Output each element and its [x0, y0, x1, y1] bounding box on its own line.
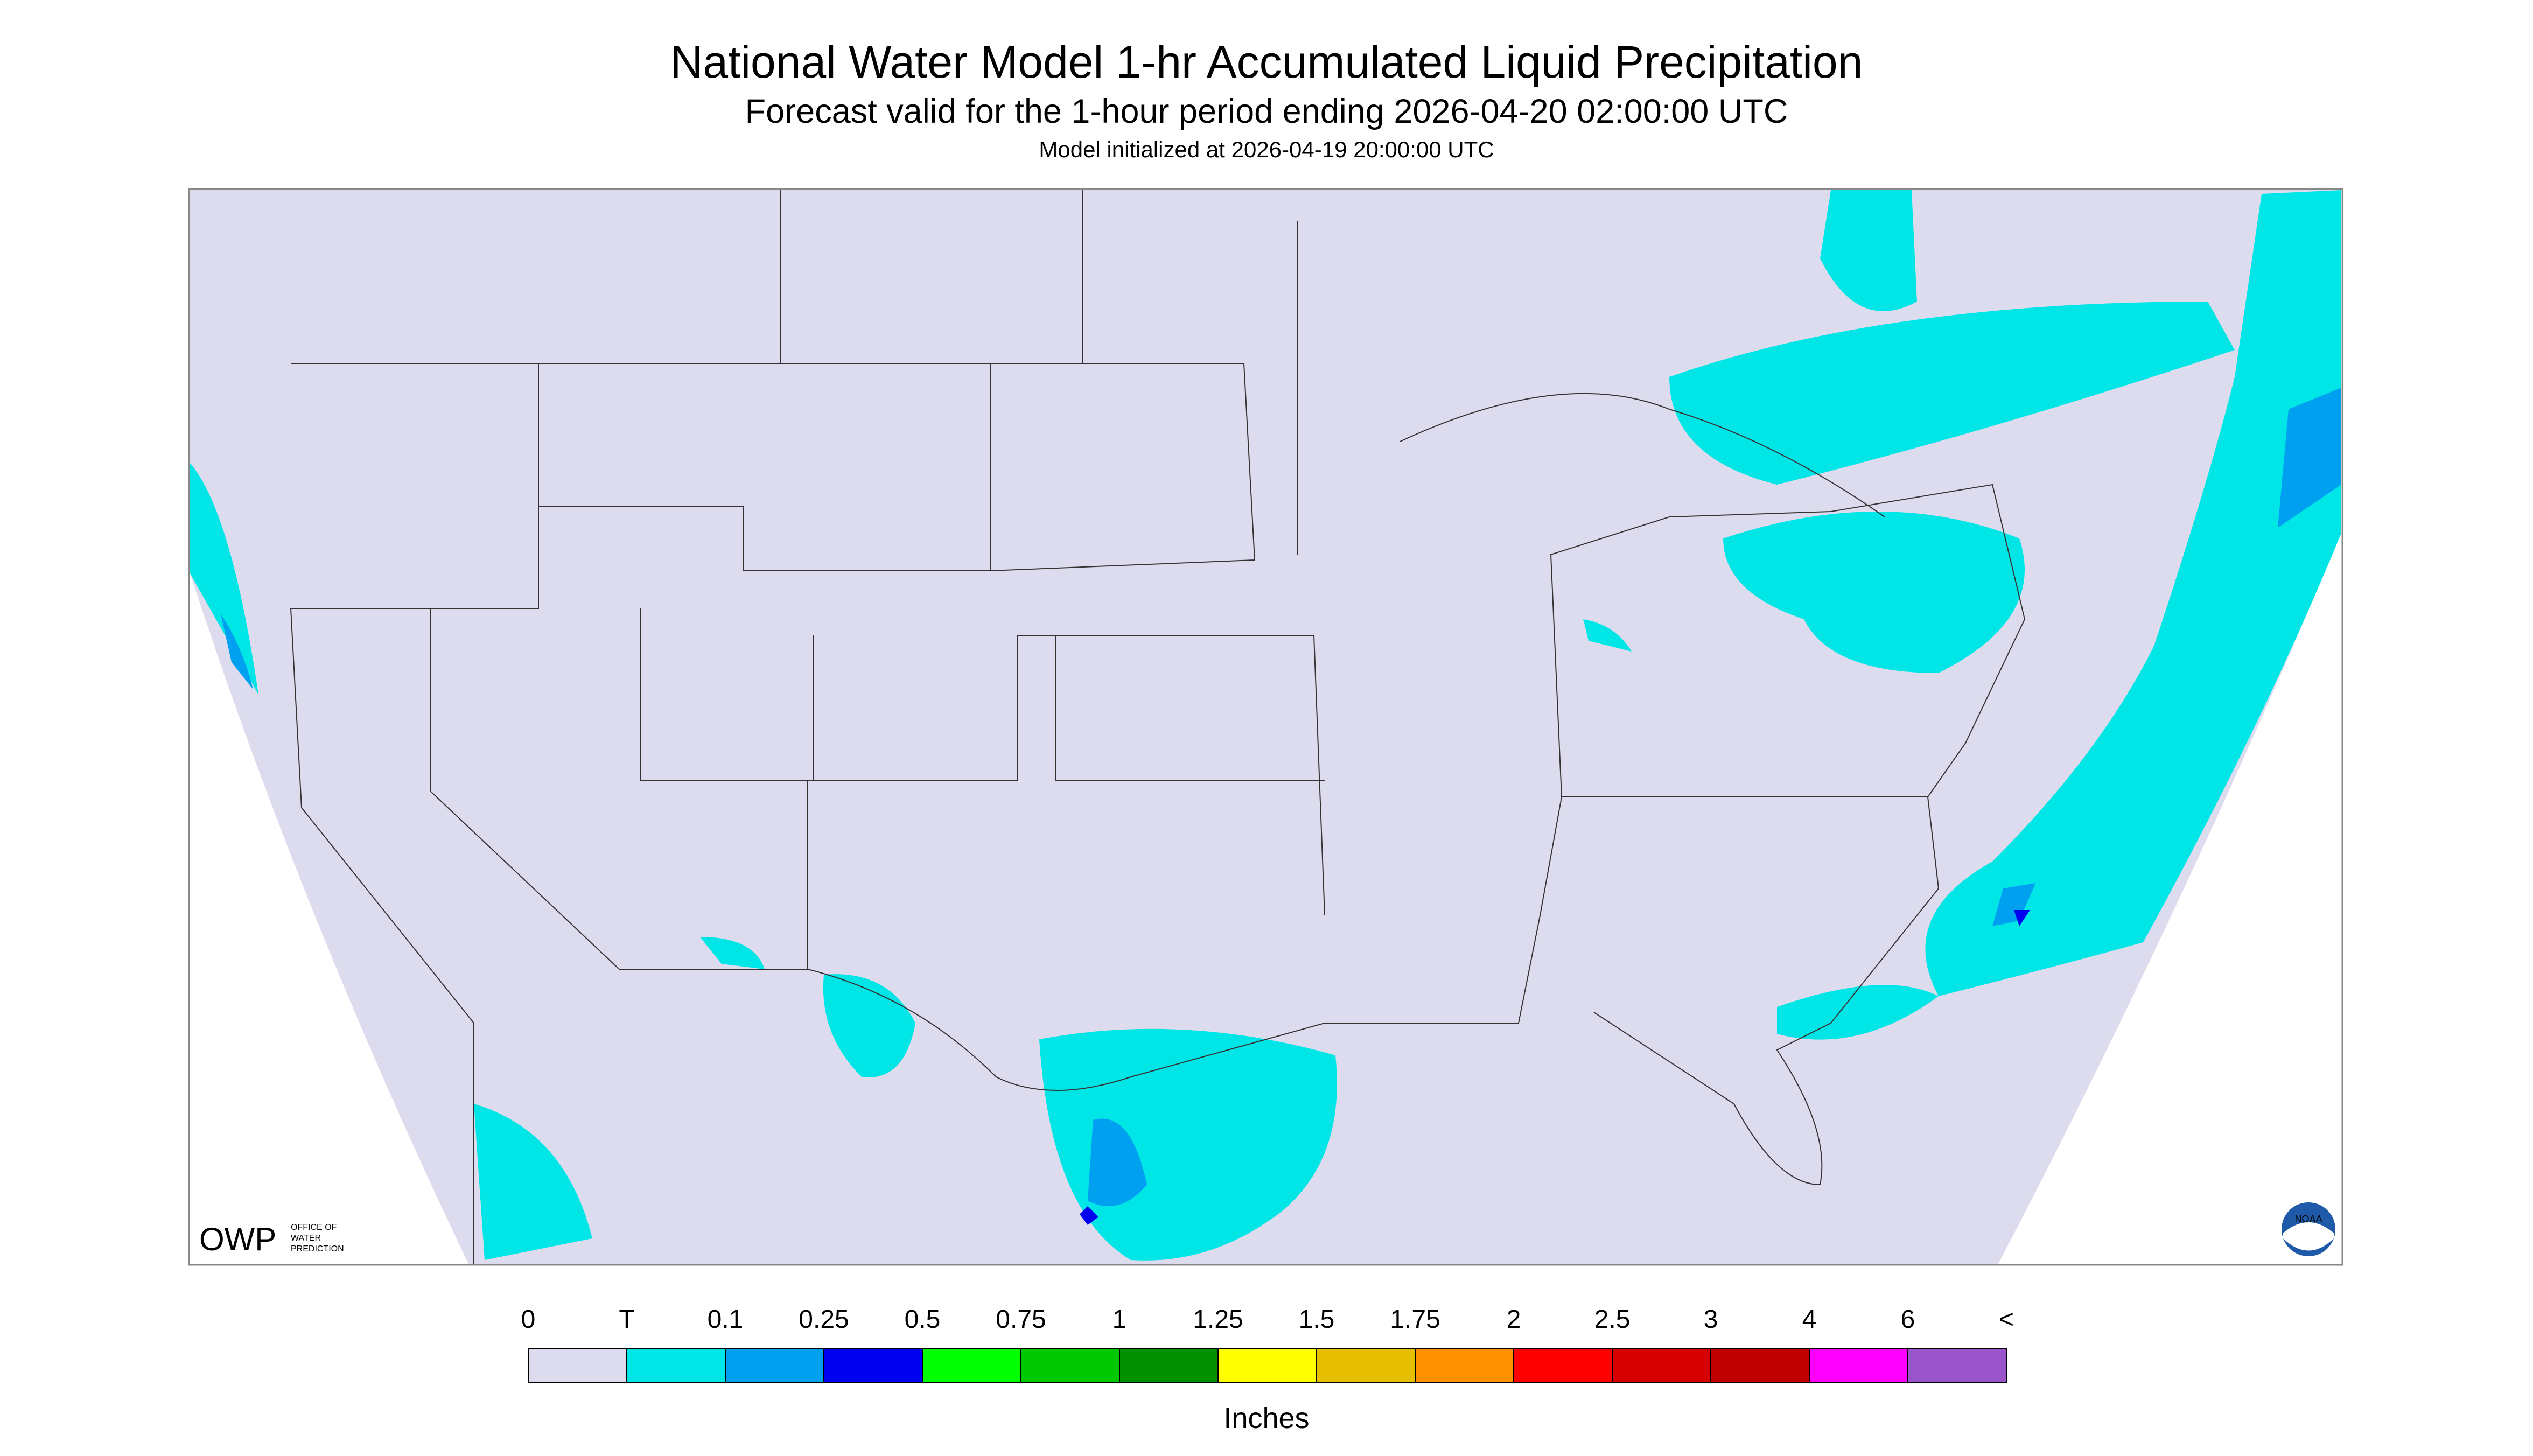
legend-swatch	[1415, 1348, 1514, 1383]
legend-swatch	[823, 1348, 923, 1383]
legend-label: 1.75	[1390, 1305, 1440, 1334]
legend-swatch	[1612, 1348, 1711, 1383]
precip-area	[221, 614, 253, 689]
coast-border	[807, 796, 1940, 1186]
legend-swatch	[725, 1348, 824, 1383]
legend-label: 2	[1507, 1305, 1521, 1334]
precip-area	[700, 937, 765, 969]
boundaries	[290, 190, 2026, 1264]
legend-label: 0.5	[905, 1305, 941, 1334]
map: OWP OFFICE OF WATER PREDICTION NOAA	[188, 188, 2343, 1266]
noaa-logo-text: NOAA	[2294, 1214, 2322, 1224]
precip-area	[1669, 302, 2235, 485]
legend-label: 4	[1802, 1305, 1817, 1334]
legend-swatch	[1020, 1348, 1120, 1383]
border	[780, 190, 1298, 555]
precip-area	[1583, 619, 1632, 652]
precipitation	[190, 190, 2341, 1261]
precip-area	[1080, 1206, 1098, 1225]
noaa-logo-wave	[2283, 1222, 2334, 1251]
owp-logo-line: OFFICE OF	[291, 1223, 337, 1232]
legend-swatch	[1809, 1348, 1908, 1383]
legend-swatch	[528, 1348, 627, 1383]
legend-swatch	[1316, 1348, 1416, 1383]
owp-logo: OWP OFFICE OF WATER PREDICTION	[199, 1221, 344, 1257]
legend-label: 2.5	[1594, 1305, 1631, 1334]
precip-area	[823, 974, 915, 1077]
noaa-logo: NOAA	[2282, 1202, 2335, 1256]
state-border	[990, 363, 1256, 571]
precip-area	[1820, 190, 1917, 311]
init-time: Model initialized at 2026-04-19 20:00:00…	[1039, 137, 1494, 162]
great-lakes	[1400, 393, 1885, 517]
legend-label: 1.25	[1193, 1305, 1243, 1334]
legend-label: 6	[1901, 1305, 1915, 1334]
state-border	[1550, 484, 2026, 797]
precip-area	[2014, 910, 2030, 926]
legend-unit: Inches	[1223, 1402, 1309, 1434]
subtitle: Forecast valid for the 1-hour period end…	[745, 93, 1788, 130]
state-border	[640, 608, 1325, 781]
legend-swatch	[1119, 1348, 1219, 1383]
legend-swatch	[1907, 1348, 2007, 1383]
precip-area	[474, 1104, 592, 1260]
legend: 0 T 0.1 0.25 0.5 0.75 1 1.25 1.5 1.75 2 2.5 3 4 6 <	[521, 1305, 2014, 1383]
legend-label: 0.25	[799, 1305, 849, 1334]
legend-label: 1.5	[1299, 1305, 1335, 1334]
owp-logo-line: PREDICTION	[291, 1244, 344, 1254]
owp-logo-text: OWP	[199, 1221, 276, 1257]
legend-swatch	[1513, 1348, 1613, 1383]
precip-area	[1088, 1118, 1147, 1206]
legend-swatch	[922, 1348, 1021, 1383]
legend-swatch	[1710, 1348, 1810, 1383]
state-border	[538, 363, 991, 571]
legend-label: <	[1999, 1305, 2014, 1334]
legend-label: T	[619, 1305, 634, 1334]
state-border	[291, 363, 539, 609]
precip-area	[2278, 388, 2341, 528]
precip-area	[1992, 883, 2035, 926]
legend-label: 0.1	[708, 1305, 744, 1334]
title: National Water Model 1-hr Accumulated Li…	[670, 37, 1863, 87]
precip-area	[190, 463, 258, 695]
legend-swatch	[1217, 1348, 1317, 1383]
legend-label: 1	[1112, 1305, 1127, 1334]
coast-border	[290, 608, 474, 1264]
precip-area	[1723, 512, 2025, 673]
owp-logo-line: WATER	[291, 1234, 321, 1243]
legend-swatch	[626, 1348, 726, 1383]
legend-label: 0.75	[996, 1305, 1046, 1334]
precip-area	[1777, 985, 1939, 1040]
precip-area	[1925, 190, 2341, 996]
legend-label: 3	[1704, 1305, 1718, 1334]
legend-label: 0	[521, 1305, 536, 1334]
